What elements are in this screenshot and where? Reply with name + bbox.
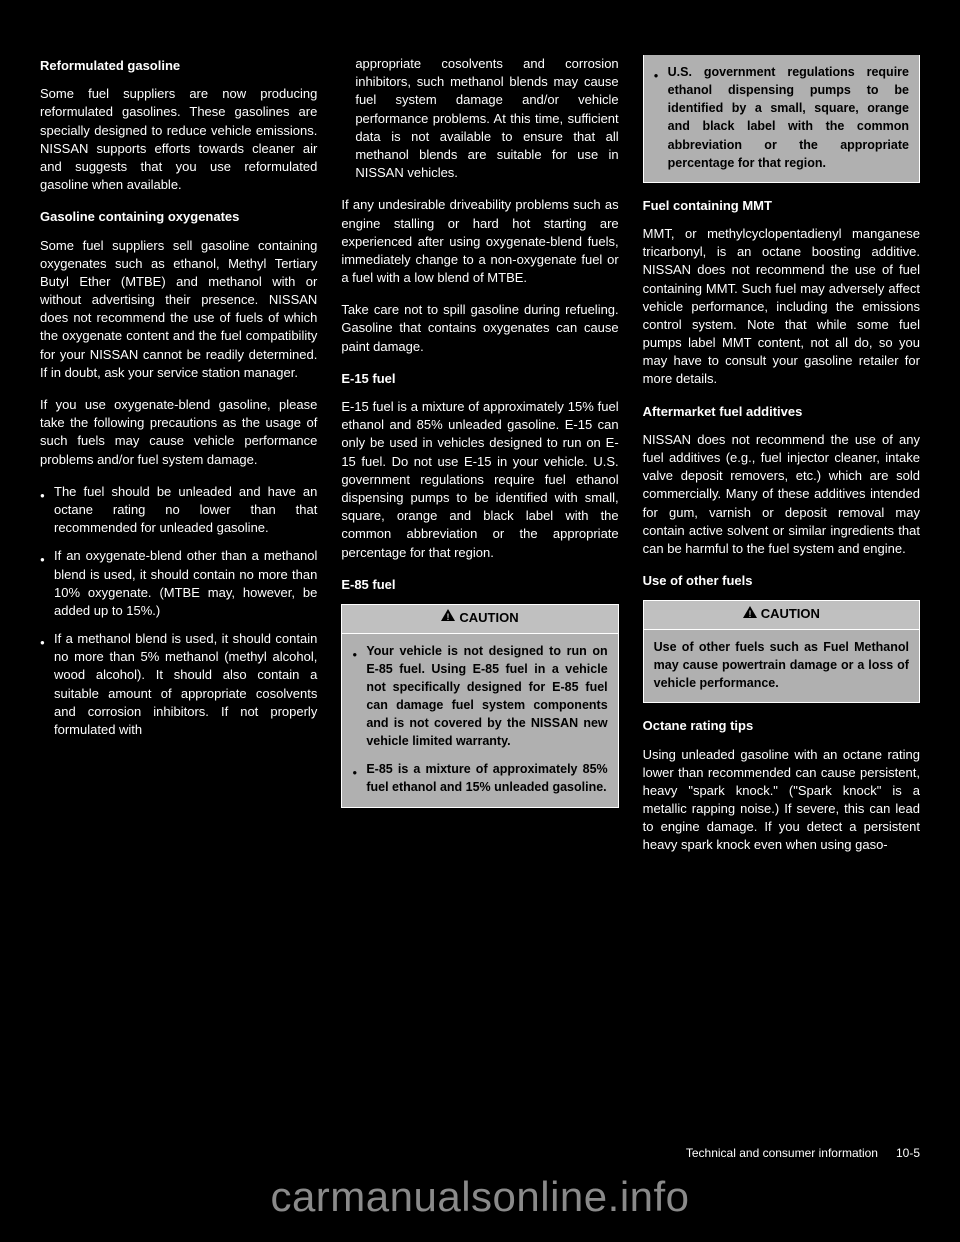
paragraph-text: appropriate cosolvents and corrosion inh… bbox=[341, 55, 618, 182]
paragraph-text: If any undesirable driveability problems… bbox=[341, 196, 618, 287]
watermark-text: carmanualsonline.info bbox=[0, 1168, 960, 1227]
caution-text: U.S. government regulations require etha… bbox=[668, 63, 909, 172]
caution-body: U.S. government regulations require etha… bbox=[644, 55, 919, 182]
bullet-item: The fuel should be unleaded and have an … bbox=[40, 483, 317, 538]
column-3: U.S. government regulations require etha… bbox=[643, 55, 920, 869]
bullet-item: If an oxygenate-blend other than a metha… bbox=[40, 547, 317, 620]
caution-box: ! CAUTION Use of other fuels such as Fue… bbox=[643, 600, 920, 703]
heading-e85-fuel: E-85 fuel bbox=[341, 576, 618, 594]
caution-box-continued: U.S. government regulations require etha… bbox=[643, 55, 920, 183]
column-1: Reformulated gasoline Some fuel supplier… bbox=[40, 55, 317, 869]
paragraph-text: If you use oxygenate-blend gasoline, ple… bbox=[40, 396, 317, 469]
bullet-icon bbox=[40, 483, 54, 538]
bullet-icon bbox=[654, 63, 668, 172]
paragraph-text: Some fuel suppliers sell gasoline contai… bbox=[40, 237, 317, 383]
bullet-text: The fuel should be unleaded and have an … bbox=[54, 483, 317, 538]
caution-body: Your vehicle is not designed to run on E… bbox=[342, 634, 617, 807]
page-footer: Technical and consumer information 10-5 bbox=[40, 1145, 920, 1162]
paragraph-text: Some fuel suppliers are now producing re… bbox=[40, 85, 317, 194]
column-2: appropriate cosolvents and corrosion inh… bbox=[341, 55, 618, 869]
caution-bullet: Your vehicle is not designed to run on E… bbox=[352, 642, 607, 751]
paragraph-text: NISSAN does not recommend the use of any… bbox=[643, 431, 920, 558]
paragraph-text: Take care not to spill gasoline during r… bbox=[341, 301, 618, 356]
paragraph-text: MMT, or methylcyclopentadienyl manganese… bbox=[643, 225, 920, 389]
footer-page-number: 10-5 bbox=[896, 1145, 920, 1162]
svg-text:!: ! bbox=[748, 609, 751, 618]
bullet-icon bbox=[40, 630, 54, 739]
manual-page: Reformulated gasoline Some fuel supplier… bbox=[0, 0, 960, 1242]
caution-text: E-85 is a mixture of approximately 85% f… bbox=[366, 760, 607, 796]
caution-header: ! CAUTION bbox=[342, 605, 617, 634]
bullet-text: If an oxygenate-blend other than a metha… bbox=[54, 547, 317, 620]
heading-octane-tips: Octane rating tips bbox=[643, 717, 920, 735]
caution-label: CAUTION bbox=[459, 610, 518, 625]
warning-triangle-icon: ! bbox=[743, 605, 757, 623]
bullet-icon bbox=[40, 547, 54, 620]
caution-text: Use of other fuels such as Fuel Methanol… bbox=[654, 638, 909, 692]
heading-fuel-mmt: Fuel containing MMT bbox=[643, 197, 920, 215]
three-column-layout: Reformulated gasoline Some fuel supplier… bbox=[0, 0, 960, 869]
bullet-icon bbox=[352, 760, 366, 796]
svg-text:!: ! bbox=[447, 612, 450, 621]
caution-body: Use of other fuels such as Fuel Methanol… bbox=[644, 630, 919, 702]
heading-e15-fuel: E-15 fuel bbox=[341, 370, 618, 388]
paragraph-text: E-15 fuel is a mixture of approximately … bbox=[341, 398, 618, 562]
caution-bullet: U.S. government regulations require etha… bbox=[654, 63, 909, 172]
footer-section-label: Technical and consumer information bbox=[686, 1145, 878, 1162]
bullet-text: If a methanol blend is used, it should c… bbox=[54, 630, 317, 739]
warning-triangle-icon: ! bbox=[441, 608, 455, 626]
heading-other-fuels: Use of other fuels bbox=[643, 572, 920, 590]
caution-bullet: E-85 is a mixture of approximately 85% f… bbox=[352, 760, 607, 796]
bullet-icon bbox=[352, 642, 366, 751]
caution-label: CAUTION bbox=[761, 606, 820, 621]
caution-header: ! CAUTION bbox=[644, 601, 919, 630]
bullet-item: If a methanol blend is used, it should c… bbox=[40, 630, 317, 739]
heading-reformulated-gasoline: Reformulated gasoline bbox=[40, 57, 317, 75]
paragraph-text: Using unleaded gasoline with an octane r… bbox=[643, 746, 920, 855]
heading-gasoline-oxygenates: Gasoline containing oxygenates bbox=[40, 208, 317, 226]
caution-text: Your vehicle is not designed to run on E… bbox=[366, 642, 607, 751]
heading-aftermarket-additives: Aftermarket fuel additives bbox=[643, 403, 920, 421]
caution-box: ! CAUTION Your vehicle is not designed t… bbox=[341, 604, 618, 808]
